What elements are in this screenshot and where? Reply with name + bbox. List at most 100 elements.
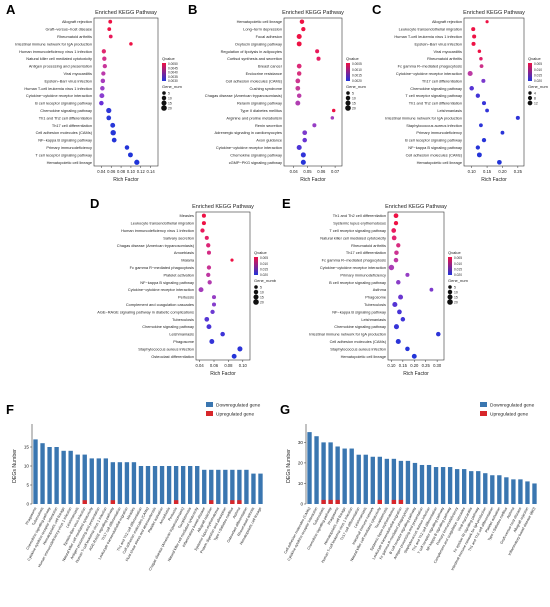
legend-qvalue-tick-a: 0.0030 — [168, 79, 178, 83]
x-axis-label-e: Rich Factor — [403, 371, 429, 377]
bar-down-g — [356, 454, 361, 504]
legend-size-title-e: Gene_number — [448, 278, 468, 283]
category-label-e: Phagosome — [365, 295, 386, 300]
data-point-b — [300, 152, 306, 158]
category-label-c: Epstein−Barr virus infection — [415, 41, 462, 46]
x-axis-label-d: Rich Factor — [210, 371, 236, 377]
data-point-e — [436, 331, 441, 337]
data-point-d — [220, 331, 225, 337]
x-tick-label-b: 0.05 — [303, 169, 312, 174]
category-label-c: Leukocyte transendothelial migration — [399, 27, 462, 32]
panel-label-b: B — [188, 2, 198, 17]
bar-down-g — [447, 467, 453, 504]
bar-up-g — [328, 499, 333, 504]
category-label-e: Cell adhesion molecules (CAMs) — [330, 339, 387, 344]
data-point-e — [392, 301, 398, 308]
x-tick-label-e: 0.10 — [387, 363, 396, 368]
panel-d: D Enriched KEGG Pathway Measles Leukocyte … — [90, 196, 280, 386]
category-label-d: Tuberculosis — [172, 317, 194, 322]
legend-size-label-c: 8 — [534, 96, 536, 100]
legend-size-label-c: 4 — [534, 91, 536, 95]
data-point-e — [397, 309, 402, 315]
bar-down-g — [412, 462, 418, 504]
bar-up-g — [391, 499, 397, 504]
y-tick-label-g: 10 — [298, 481, 304, 486]
panel-label-c: C — [372, 2, 382, 17]
legend-qvalue-title-d: Qvalue — [254, 250, 267, 255]
category-label-b: Regulation of lipolysis in adipocytes — [221, 49, 282, 54]
category-label-e: Intestinal immune network for IgA produc… — [309, 332, 386, 337]
legend-size-label-d: 20 — [260, 300, 264, 304]
legend-size-label-a: 10 — [168, 96, 172, 100]
legend-qvalue-tick-d: 0.010 — [260, 262, 268, 266]
legend-qvalue-tick-b: 0.0020 — [352, 79, 362, 83]
data-point-d — [207, 280, 212, 285]
data-point-b — [295, 85, 301, 91]
legend-colorbar-a — [162, 63, 166, 81]
category-label-e: NF−kappa B signaling pathway — [332, 309, 386, 314]
data-point-d — [211, 295, 217, 300]
y-axis-label-g: DEGs Number — [286, 449, 292, 483]
legend-qvalue-tick-d: 0.005 — [260, 256, 268, 260]
bar-down-f — [96, 458, 101, 504]
category-label-a: Antigen processing and presentation — [29, 64, 92, 69]
category-label-d: Osteoclast differentiation — [151, 354, 194, 359]
panel-a: A Enriched KEGG Pathway Allograft rejecti… — [2, 2, 188, 192]
y-tick-label-g: 30 — [298, 440, 304, 445]
x-tick-label-d: 0.08 — [224, 363, 233, 368]
category-label-b: Long−term depression — [243, 27, 282, 32]
data-point-c — [479, 64, 484, 68]
legend-size-dot-d — [253, 289, 259, 295]
data-point-a — [129, 42, 133, 46]
legend-size-label-b: 20 — [352, 106, 356, 110]
plot-title-d: Enriched KEGG Pathway — [192, 204, 254, 210]
data-point-a — [134, 159, 140, 165]
x-tick-label-d: 0.06 — [210, 363, 219, 368]
bar-down-g — [314, 436, 319, 504]
category-label-a: Natural killer cell mediated cytotoxicit… — [26, 56, 92, 61]
legend-qvalue-tick-b: 0.0015 — [352, 74, 362, 78]
data-point-c — [500, 130, 505, 135]
category-label-a: Th1 and Th2 cell differentiation — [39, 115, 92, 120]
data-point-c — [476, 152, 482, 158]
bar-down-f — [152, 466, 158, 504]
category-label-a: Hematopoietic cell lineage — [47, 160, 92, 165]
x-tick-label-b: 0.07 — [331, 169, 340, 174]
plot-frame-d — [195, 211, 251, 361]
plot-title-b: Enriched KEGG Pathway — [282, 10, 344, 16]
bar-down-g — [483, 473, 488, 504]
bar-down-f — [216, 469, 221, 504]
legend-colorbar-d — [254, 257, 258, 275]
category-label-e: Staphylococcus aureus infection — [330, 346, 386, 351]
bar-down-g — [328, 442, 333, 504]
bar-down-f — [180, 466, 186, 504]
data-point-e — [391, 228, 397, 233]
legend-size-dot-e — [447, 289, 453, 295]
x-tick-label-d: 0.10 — [239, 363, 248, 368]
category-label-e: Fc gamma R−mediated phagocytosis — [322, 258, 386, 263]
category-label-c: Hematopoietic cell lineage — [417, 160, 462, 165]
category-label-e: Primary immunodeficiency — [340, 272, 386, 277]
category-label-f: Pertussis — [168, 506, 179, 521]
data-point-e — [393, 213, 399, 219]
bar-down-f — [195, 466, 200, 504]
legend-qvalue-tick-a: 0.0035 — [168, 75, 178, 79]
bar-down-g — [532, 483, 537, 504]
category-label-c: Cytokine−cytokine receptor interaction — [396, 71, 462, 76]
data-point-d — [200, 228, 205, 233]
category-label-d: NF−kappa B signaling pathway — [140, 280, 194, 285]
x-tick-label-a: 0.14 — [147, 169, 156, 174]
category-label-e: Natural killer cell mediated cytotoxicit… — [320, 235, 386, 240]
category-label-b: Cortisol synthesis and secretion — [227, 56, 282, 61]
category-label-d: Leishmaniasis — [169, 332, 194, 337]
category-label-c: Th1 and Th2 cell differentiation — [409, 101, 462, 106]
data-point-d — [206, 324, 212, 330]
category-label-b: Hematopoietic cell lineage — [237, 19, 282, 24]
legend-label-f: Downregulated gene — [216, 403, 261, 409]
legend-size-title-c: Gene_number — [528, 84, 548, 89]
category-label-a: Chemokine signaling pathway — [40, 108, 92, 113]
panel-e: E Enriched KEGG Pathway Th1 and Th2 cell … — [282, 196, 474, 386]
data-point-b — [295, 78, 301, 84]
panel-f: F 0 5 10 15 DEGs Number Phagosome Tuberculosis… — [2, 392, 274, 602]
data-point-d — [210, 309, 215, 315]
